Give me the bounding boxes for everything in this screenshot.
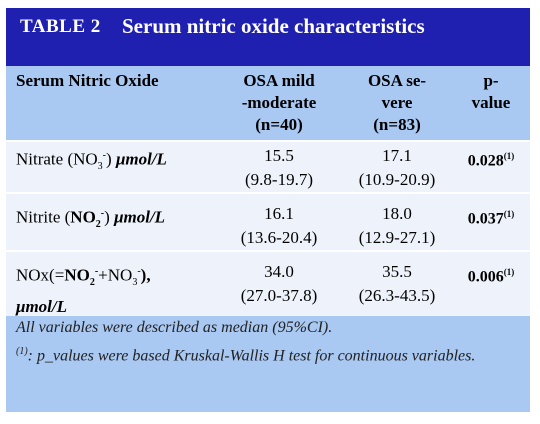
median: 35.5 bbox=[382, 262, 412, 281]
subscript: 3 bbox=[132, 277, 138, 289]
p-text: 0.037 bbox=[467, 210, 504, 228]
median: 17.1 bbox=[382, 146, 412, 165]
interval: (26.3-43.5) bbox=[358, 286, 436, 305]
column-header: OSA se-vere (n=83) bbox=[342, 70, 452, 136]
footnote: All variables were described as median (… bbox=[16, 319, 333, 336]
table-row: Nitrite (NO2-) μmol/L 16.1 (13.6-20.4) 18… bbox=[6, 192, 530, 250]
subscript: 2 bbox=[89, 277, 95, 289]
subscript: 3 bbox=[97, 161, 103, 173]
cell: 34.0 (27.0-37.8) bbox=[216, 260, 342, 308]
interval: (10.9-20.9) bbox=[358, 170, 436, 189]
column-header: Serum Nitric Oxide bbox=[16, 70, 212, 92]
label-text: NO bbox=[70, 207, 96, 227]
header-line: value bbox=[471, 93, 511, 112]
label-text: Nitrate (NO bbox=[16, 149, 98, 169]
note-mark: (1) bbox=[16, 346, 28, 357]
p-value: 0.028(1) bbox=[452, 144, 530, 173]
p-text: 0.006 bbox=[467, 268, 504, 286]
row-label: Nitrate (NO3-) μmol/L bbox=[16, 144, 212, 179]
cell: 16.1 (13.6-20.4) bbox=[216, 202, 342, 250]
header-line: p- bbox=[483, 71, 499, 90]
median: 18.0 bbox=[382, 204, 412, 223]
table-row: NOx(=NO2-+NO3-), μmol/L 34.0 (27.0-37.8) 3… bbox=[6, 250, 530, 316]
cell: 15.5 (9.8-19.7) bbox=[216, 144, 342, 192]
header-line: (n=40) bbox=[255, 115, 303, 134]
cell: 18.0 (12.9-27.1) bbox=[342, 202, 452, 250]
row-label: NOx(=NO2-+NO3-), μmol/L bbox=[16, 260, 212, 319]
subscript: 2 bbox=[95, 219, 101, 231]
title-bar: TABLE 2 Serum nitric oxide characteristi… bbox=[6, 8, 530, 66]
unit: μmol/L bbox=[114, 207, 166, 227]
interval: (13.6-20.4) bbox=[240, 228, 318, 247]
header-line: OSA se- bbox=[367, 71, 427, 90]
interval: (27.0-37.8) bbox=[240, 286, 318, 305]
p-value: 0.006(1) bbox=[452, 260, 530, 289]
p-text: 0.028 bbox=[467, 152, 504, 170]
header-line: -moderate bbox=[241, 93, 317, 112]
label-text: NO bbox=[64, 265, 90, 285]
column-header: p-value bbox=[452, 70, 530, 114]
superscript: - bbox=[100, 208, 105, 219]
unit: μmol/L bbox=[115, 149, 167, 169]
footnote-text: : p_values were based Kruskal-Wallis H t… bbox=[27, 347, 476, 365]
median: 16.1 bbox=[264, 204, 294, 223]
footnotes: All variables were described as median (… bbox=[6, 316, 530, 412]
label-text: NOx(= bbox=[16, 265, 65, 285]
superscript: - bbox=[102, 150, 107, 161]
header-line: (n=83) bbox=[373, 115, 421, 134]
table-label: TABLE 2 bbox=[20, 16, 101, 37]
median: 34.0 bbox=[264, 262, 294, 281]
column-header: OSA mild -moderate (n=40) bbox=[216, 70, 342, 136]
note-mark: (1) bbox=[503, 151, 515, 161]
p-value: 0.037(1) bbox=[452, 202, 530, 231]
row-label: Nitrite (NO2-) μmol/L bbox=[16, 202, 212, 237]
unit: μmol/L bbox=[16, 297, 68, 317]
label-text: Nitrite ( bbox=[16, 207, 71, 227]
header-line: Serum Nitric Oxide bbox=[16, 71, 159, 90]
cell: 35.5 (26.3-43.5) bbox=[342, 260, 452, 308]
cell: 17.1 (10.9-20.9) bbox=[342, 144, 452, 192]
label-text: ), bbox=[140, 265, 151, 285]
superscript: - bbox=[94, 266, 99, 277]
note-mark: (1) bbox=[503, 267, 515, 277]
label-text: ) bbox=[104, 207, 115, 227]
superscript: - bbox=[137, 266, 141, 277]
header-row: Serum Nitric Oxide OSA mild -moderate (n=4… bbox=[6, 66, 530, 140]
header-line: vere bbox=[381, 93, 413, 112]
interval: (9.8-19.7) bbox=[245, 170, 313, 189]
label-text: ) bbox=[106, 149, 116, 169]
interval: (12.9-27.1) bbox=[358, 228, 436, 247]
note-mark: (1) bbox=[503, 209, 515, 219]
label-text: +NO bbox=[98, 265, 133, 285]
table-row: Nitrate (NO3-) μmol/L 15.5 (9.8-19.7) 17.… bbox=[6, 140, 530, 192]
median: 15.5 bbox=[264, 146, 294, 165]
footnote: (1): p_values were based Kruskal-Wallis … bbox=[16, 342, 520, 366]
header-line: OSA mild bbox=[243, 71, 315, 90]
table-title: Serum nitric oxide characteristics bbox=[122, 14, 425, 38]
